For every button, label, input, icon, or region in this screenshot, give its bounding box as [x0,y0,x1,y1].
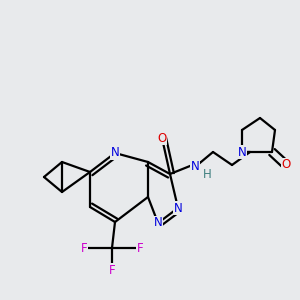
Text: F: F [81,242,87,254]
Text: N: N [111,146,119,160]
Text: N: N [190,160,200,173]
Text: H: H [202,169,211,182]
Text: F: F [137,242,143,254]
Text: N: N [238,146,246,158]
Text: N: N [174,202,182,214]
Text: O: O [281,158,291,172]
Text: O: O [158,131,166,145]
Text: N: N [154,217,162,230]
Text: F: F [109,263,115,277]
